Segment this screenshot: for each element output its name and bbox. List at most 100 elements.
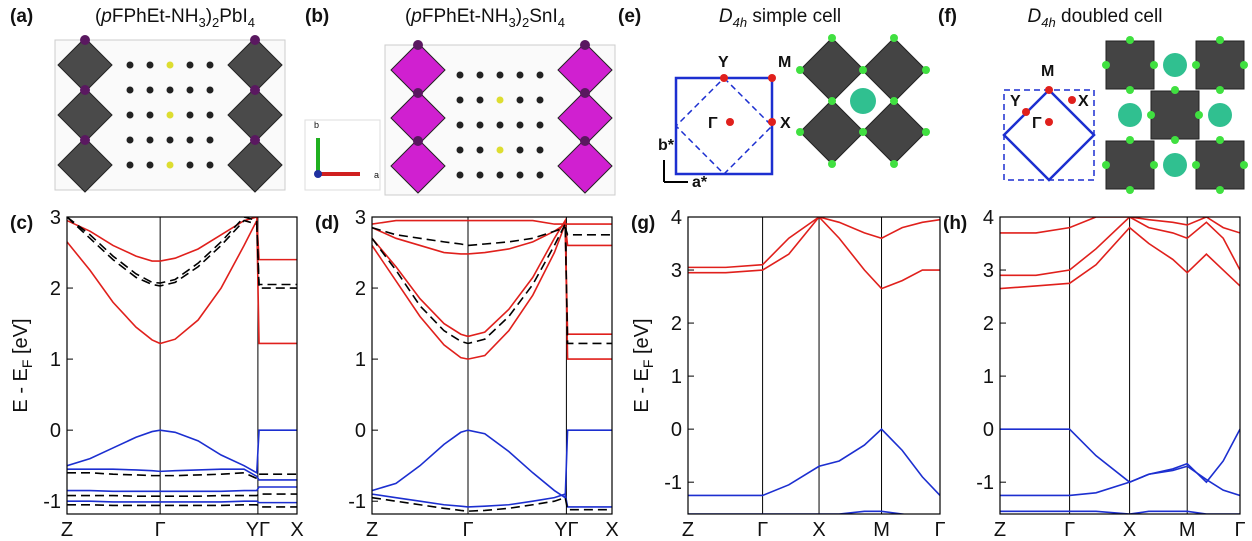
k-point-label: M — [1041, 63, 1054, 80]
title-part: D — [1028, 6, 1042, 27]
atom — [1102, 61, 1110, 69]
atom — [167, 137, 174, 144]
band — [688, 429, 940, 495]
title-part: 4h — [733, 15, 747, 30]
title-part: 3 — [198, 15, 205, 30]
band — [372, 494, 612, 507]
title-part: FPhEt-NH — [112, 6, 199, 27]
octahedron — [1196, 41, 1244, 89]
atom — [457, 122, 464, 129]
atom — [537, 122, 544, 129]
atom — [207, 162, 214, 169]
panel-label: (g) — [631, 213, 655, 234]
title-part: simple cell — [747, 6, 841, 27]
atom — [580, 88, 590, 98]
x-tick-label: Γ — [757, 519, 768, 541]
octahedron — [1106, 141, 1154, 189]
y-tick-label: 0 — [50, 420, 61, 442]
atom — [828, 160, 836, 168]
atom — [859, 66, 867, 74]
band — [67, 501, 297, 502]
panel-label: (c) — [10, 213, 33, 234]
y-tick-label: 3 — [671, 260, 682, 282]
k-point — [720, 74, 728, 82]
atom — [457, 72, 464, 79]
label-part: [eV] — [10, 318, 32, 359]
k-point — [726, 118, 734, 126]
y-axis-label: E - EF [eV] — [631, 318, 656, 412]
atom — [859, 128, 867, 136]
atom — [250, 135, 260, 145]
bands — [67, 217, 297, 507]
atom — [1102, 161, 1110, 169]
atom — [1240, 161, 1248, 169]
atom — [537, 172, 544, 179]
k-point-label: Y — [1010, 93, 1021, 110]
x-tick-label: M — [1179, 519, 1196, 541]
atom — [207, 62, 214, 69]
atom — [147, 62, 154, 69]
atom — [477, 72, 484, 79]
band — [1000, 228, 1240, 289]
y-tick-label: 4 — [983, 207, 994, 229]
band — [67, 473, 297, 479]
bz-diamond — [676, 78, 772, 174]
axis-origin — [314, 170, 322, 178]
k-point-label: Y — [718, 54, 729, 71]
atom — [80, 35, 90, 45]
atom — [537, 97, 544, 104]
axis-label: a* — [692, 174, 708, 191]
y-tick-label: 0 — [671, 419, 682, 441]
y-axis-label: E - EF [eV] — [10, 318, 35, 412]
y-tick-label: 2 — [983, 313, 994, 335]
atom — [1195, 111, 1203, 119]
atom — [1126, 136, 1134, 144]
atom — [517, 172, 524, 179]
atom — [537, 72, 544, 79]
band — [372, 228, 612, 246]
plot-frame — [1000, 217, 1240, 514]
band — [67, 430, 297, 473]
title-part: p — [100, 6, 112, 27]
atom — [1171, 86, 1179, 94]
band — [688, 217, 940, 267]
k-point-label: Γ — [1032, 115, 1042, 132]
label-part: [eV] — [631, 318, 653, 359]
atom — [890, 97, 898, 105]
x-tick-label: Γ — [1234, 519, 1245, 541]
atom — [187, 137, 194, 144]
y-tick-label: 3 — [983, 260, 994, 282]
atom — [1216, 136, 1224, 144]
band — [372, 221, 612, 337]
title-part: 2 — [212, 15, 219, 30]
atom — [457, 172, 464, 179]
atom — [517, 122, 524, 129]
y-tick-label: 2 — [355, 278, 366, 300]
band — [67, 217, 297, 261]
axis-label: a — [374, 170, 379, 180]
axis-label: b* — [658, 137, 675, 154]
atom — [1192, 161, 1200, 169]
label-part: F — [640, 360, 656, 369]
y-tick-label: -1 — [664, 472, 682, 494]
atom — [413, 40, 423, 50]
band — [67, 505, 297, 507]
atom — [147, 162, 154, 169]
atom — [796, 66, 804, 74]
y-tick-label: -1 — [43, 491, 61, 513]
y-tick-label: 0 — [355, 420, 366, 442]
atom — [207, 87, 214, 94]
x-tick-label: Z — [994, 519, 1006, 541]
k-point-label: X — [1078, 93, 1089, 110]
atom — [580, 40, 590, 50]
band — [1000, 429, 1240, 482]
bands — [1000, 217, 1240, 514]
panel-label: (h) — [943, 213, 967, 234]
y-tick-label: 1 — [671, 366, 682, 388]
atom — [457, 147, 464, 154]
x-tick-label: X — [605, 519, 618, 541]
k-point — [1045, 86, 1053, 94]
title-part: 3 — [508, 15, 515, 30]
atom — [517, 72, 524, 79]
band — [1000, 217, 1240, 275]
